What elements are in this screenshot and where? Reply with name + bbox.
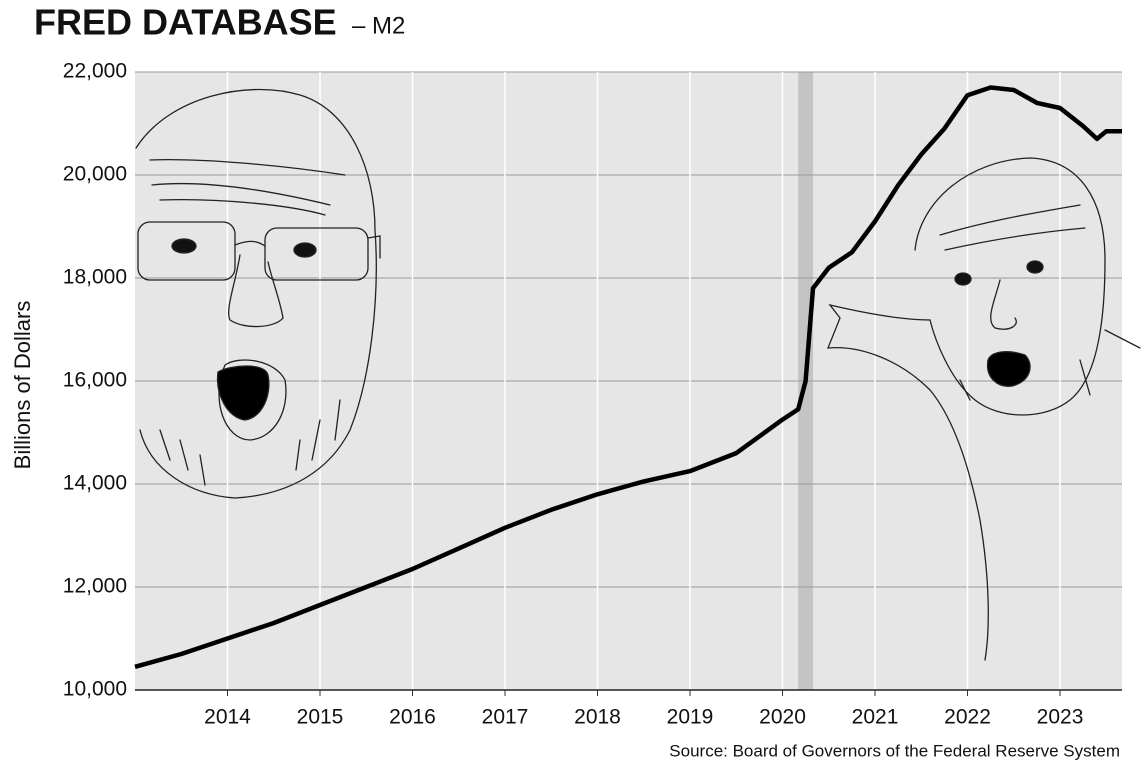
y-tick-label: 20,000 [63, 163, 127, 186]
y-tick-label: 10,000 [63, 678, 127, 701]
y-axis-label: Billions of Dollars [10, 301, 35, 470]
face-left [135, 88, 381, 499]
y-tick-label: 22,000 [63, 60, 127, 83]
m2-line [134, 85, 1122, 669]
y-tick-label: 16,000 [63, 369, 127, 392]
y-tick-label: 14,000 [63, 472, 127, 495]
x-tick-label: 2020 [759, 706, 806, 729]
x-tick-label: 2016 [389, 706, 436, 729]
y-tick-label: 12,000 [63, 575, 127, 598]
x-tick-label: 2019 [667, 706, 714, 729]
face-right [827, 157, 1141, 661]
marks [134, 85, 1122, 669]
x-tick-label: 2018 [574, 706, 621, 729]
y-tick-label: 18,000 [63, 266, 127, 289]
x-tick-label: 2021 [852, 706, 899, 729]
x-tick-label: 2017 [482, 706, 529, 729]
x-tick-label: 2022 [944, 706, 991, 729]
x-tick-label: 2014 [204, 706, 251, 729]
source-note: Source: Board of Governors of the Federa… [669, 741, 1120, 760]
x-tick-label: 2015 [297, 706, 344, 729]
x-tick-label: 2023 [1037, 706, 1084, 729]
chart-subtitle: – M2 [352, 12, 405, 39]
chart-title: FRED DATABASE [34, 2, 337, 43]
